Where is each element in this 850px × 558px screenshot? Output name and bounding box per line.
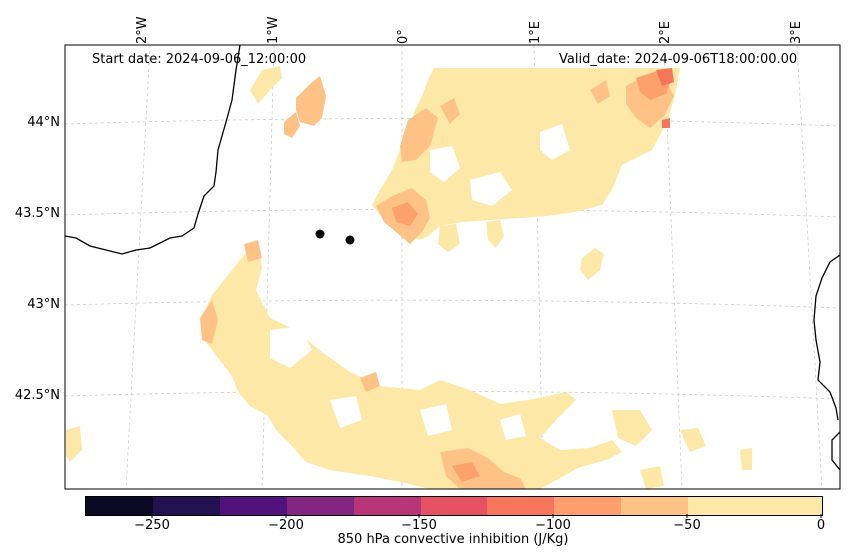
colorbar-segment-6 bbox=[420, 497, 488, 515]
marker-point-b bbox=[345, 235, 355, 245]
colorbar-segment-2 bbox=[152, 497, 220, 515]
valid-date-label: Valid_date: 2024-09-06T18:00:00.00 bbox=[559, 52, 798, 67]
colorbar bbox=[85, 496, 823, 516]
colorbar-tick-150: −150 bbox=[401, 518, 437, 533]
colorbar-label: 850 hPa convective inhibition (J/Kg) bbox=[337, 532, 569, 547]
colorbar-segment-8 bbox=[554, 497, 622, 515]
colorbar-segment-1 bbox=[86, 497, 153, 515]
colorbar-segment-9 bbox=[621, 497, 689, 515]
colorbar-tick-250: −250 bbox=[134, 518, 170, 533]
colorbar-segment-3 bbox=[219, 497, 287, 515]
colorbar-segment-10 bbox=[688, 497, 756, 515]
colorbar-tick-50: −50 bbox=[673, 518, 701, 533]
colorbar-segment-5 bbox=[353, 497, 421, 515]
colorbar-segment-11 bbox=[755, 497, 822, 515]
lat-label-44: 44°N bbox=[27, 115, 60, 130]
start-date-label: Start date: 2024-09-06_12:00:00 bbox=[92, 52, 307, 67]
lat-label-43-5: 43.5°N bbox=[14, 206, 60, 221]
colorbar-segment-7 bbox=[487, 497, 555, 515]
colorbar-segment-4 bbox=[286, 497, 354, 515]
marker-point-a bbox=[315, 229, 325, 239]
map-frame bbox=[64, 44, 841, 490]
lat-label-43: 43°N bbox=[27, 297, 60, 312]
field-gaps bbox=[270, 124, 570, 440]
colorbar-tick-0: 0 bbox=[816, 518, 826, 533]
cin-field-mid bbox=[200, 74, 674, 489]
colorbar-tick-200: −200 bbox=[268, 518, 304, 533]
cin-field-red bbox=[656, 68, 674, 128]
colorbar-tick-100: −100 bbox=[535, 518, 571, 533]
lat-label-42-5: 42.5°N bbox=[14, 388, 60, 403]
coastline bbox=[65, 45, 840, 471]
